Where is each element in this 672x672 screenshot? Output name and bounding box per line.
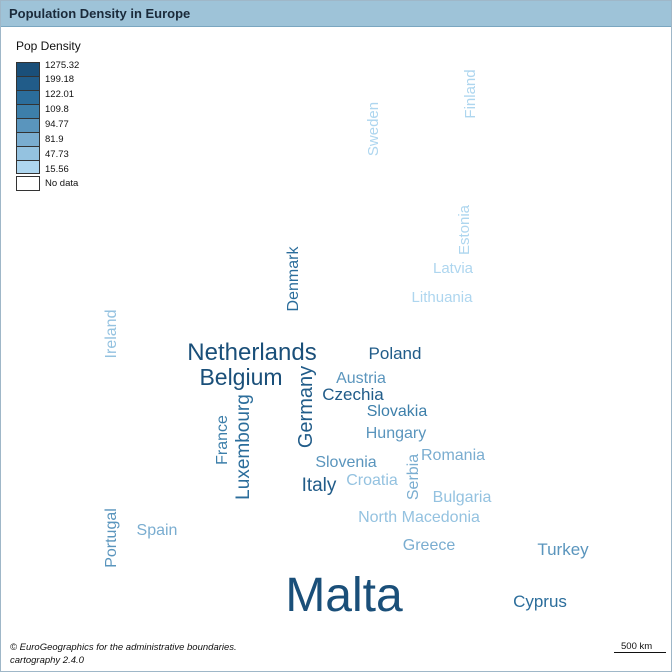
country-label-poland: Poland [369,344,422,363]
legend-label-6: 47.73 [45,149,69,160]
legend-label-4: 94.77 [45,119,69,130]
country-label-croatia: Croatia [346,472,398,489]
country-label-bulgaria: Bulgaria [433,489,492,506]
credit-cartography: cartography 2.4.0 [10,655,84,666]
country-label-luxembourg: Luxembourg [233,394,254,500]
country-label-latvia: Latvia [433,260,474,277]
country-label-netherlands: Netherlands [187,339,316,366]
country-label-slovenia: Slovenia [315,454,376,471]
scalebar-label: 500 km [621,641,653,652]
country-label-estonia: Estonia [456,204,473,255]
country-label-sweden: Sweden [365,102,382,156]
legend-label-5: 81.9 [45,134,64,145]
country-label-greece: Greece [403,537,456,554]
country-label-malta: Malta [285,569,403,622]
legend-swatch-5 [16,132,40,146]
legend-swatch-4 [16,118,40,132]
country-label-slovakia: Slovakia [367,403,428,420]
country-label-hungary: Hungary [366,425,426,442]
country-label-romania: Romania [421,447,485,464]
legend-swatch-7 [16,160,40,174]
country-label-denmark: Denmark [285,246,302,312]
country-label-turkey: Turkey [537,540,589,559]
legend-label-1: 199.18 [45,74,75,85]
country-label-italy: Italy [302,475,337,496]
country-label-czechia: Czechia [322,385,384,404]
legend-swatch-1 [16,76,40,90]
country-label-north-macedonia: North Macedonia [358,509,480,526]
country-label-cyprus: Cyprus [513,592,567,611]
scalebar-line [614,652,666,653]
legend-label-2: 122.01 [45,89,75,100]
country-label-lithuania: Lithuania [412,289,474,306]
legend-swatch-0 [16,62,40,76]
legend-label-7: 15.56 [45,164,69,175]
credit-boundaries: © EuroGeographics for the administrative… [10,642,237,653]
legend-title: Pop Density [16,39,81,53]
country-label-austria: Austria [336,370,386,387]
legend-swatch-3 [16,104,40,118]
country-label-ireland: Ireland [103,310,120,359]
legend-label-0: 1275.32 [45,60,80,71]
country-label-france: France [214,415,231,465]
country-label-finland: Finland [462,69,479,118]
map-title: Population Density in Europe [9,6,191,21]
country-label-germany: Germany [295,366,317,448]
legend-label-3: 109.8 [45,104,69,115]
legend-nodata-label: No data [45,178,79,189]
legend-swatch-2 [16,90,40,104]
country-label-portugal: Portugal [103,508,120,568]
country-label-spain: Spain [137,522,178,539]
country-label-belgium: Belgium [199,364,282,390]
title-bar: Population Density in Europe [1,1,671,27]
legend-nodata-swatch [16,176,40,191]
legend-swatch-6 [16,146,40,160]
country-label-serbia: Serbia [405,454,422,500]
